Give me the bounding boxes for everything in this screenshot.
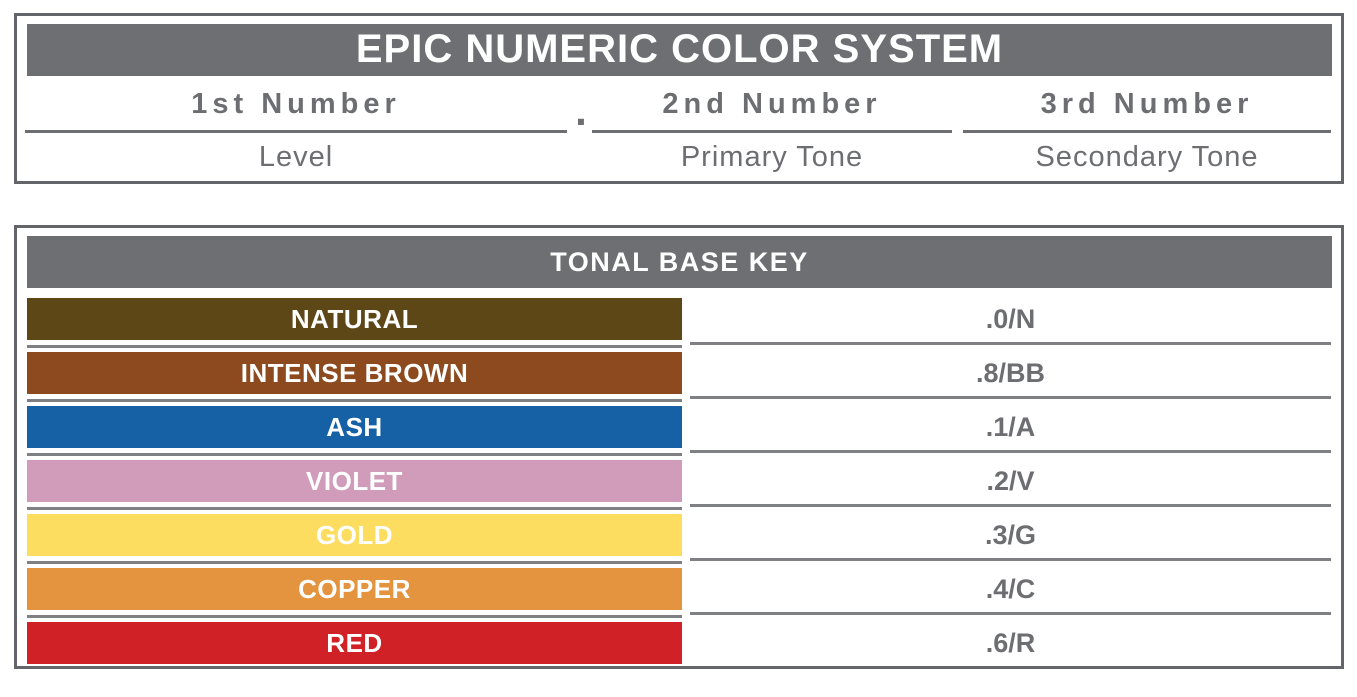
column-second-number: 2nd Number Primary Tone bbox=[592, 88, 952, 174]
first-number-label: 1st Number bbox=[25, 88, 567, 133]
decimal-point-separator: . bbox=[575, 87, 587, 134]
code-violet: .2/V bbox=[986, 466, 1035, 496]
row-divider bbox=[690, 396, 1331, 399]
code-natural: .0/N bbox=[985, 304, 1036, 334]
swatch-red: RED bbox=[27, 622, 682, 664]
tonal-base-key-title: TONAL BASE KEY bbox=[550, 247, 809, 277]
numeric-system-box: EPIC NUMERIC COLOR SYSTEM 1st Number Lev… bbox=[14, 13, 1344, 184]
tonal-key-rows: NATURAL .0/N INTENSE BROWN .8/BB ASH .1/… bbox=[27, 298, 1331, 664]
row-divider bbox=[27, 399, 682, 402]
code-intense-brown: .8/BB bbox=[975, 358, 1046, 388]
table-row: COPPER .4/C bbox=[27, 568, 1331, 622]
table-row: ASH .1/A bbox=[27, 406, 1331, 460]
row-divider bbox=[27, 453, 682, 456]
third-number-tone: Secondary Tone bbox=[1035, 141, 1259, 173]
row-divider bbox=[27, 615, 682, 618]
tonal-base-key-title-bar: TONAL BASE KEY bbox=[27, 236, 1332, 288]
row-divider bbox=[690, 504, 1331, 507]
row-divider bbox=[690, 342, 1331, 345]
swatch-copper: COPPER bbox=[27, 568, 682, 610]
table-row: VIOLET .2/V bbox=[27, 460, 1331, 514]
table-row: NATURAL .0/N bbox=[27, 298, 1331, 352]
code-gold: .3/G bbox=[984, 520, 1037, 550]
row-divider bbox=[690, 450, 1331, 453]
table-row: INTENSE BROWN .8/BB bbox=[27, 352, 1331, 406]
row-divider bbox=[690, 558, 1331, 561]
row-divider bbox=[27, 561, 682, 564]
first-number-tone: Level bbox=[258, 141, 334, 173]
tonal-base-key-box: TONAL BASE KEY NATURAL .0/N INTENSE BROW… bbox=[14, 225, 1344, 669]
numeric-system-title: EPIC NUMERIC COLOR SYSTEM bbox=[355, 27, 1004, 71]
row-divider bbox=[27, 507, 682, 510]
swatch-natural: NATURAL bbox=[27, 298, 682, 340]
swatch-ash: ASH bbox=[27, 406, 682, 448]
second-number-tone: Primary Tone bbox=[680, 141, 864, 173]
row-divider bbox=[690, 612, 1331, 615]
swatch-intense-brown: INTENSE BROWN bbox=[27, 352, 682, 394]
table-row: RED .6/R bbox=[27, 622, 1331, 664]
numeric-system-title-bar: EPIC NUMERIC COLOR SYSTEM bbox=[27, 24, 1332, 76]
swatch-gold: GOLD bbox=[27, 514, 682, 556]
code-red: .6/R bbox=[985, 628, 1036, 658]
code-copper: .4/C bbox=[985, 574, 1036, 604]
swatch-violet: VIOLET bbox=[27, 460, 682, 502]
row-divider bbox=[27, 345, 682, 348]
code-ash: .1/A bbox=[985, 412, 1036, 442]
third-number-label: 3rd Number bbox=[963, 88, 1331, 133]
column-third-number: 3rd Number Secondary Tone bbox=[963, 88, 1331, 174]
column-first-number: 1st Number Level bbox=[25, 88, 567, 174]
table-row: GOLD .3/G bbox=[27, 514, 1331, 568]
second-number-label: 2nd Number bbox=[592, 88, 952, 133]
